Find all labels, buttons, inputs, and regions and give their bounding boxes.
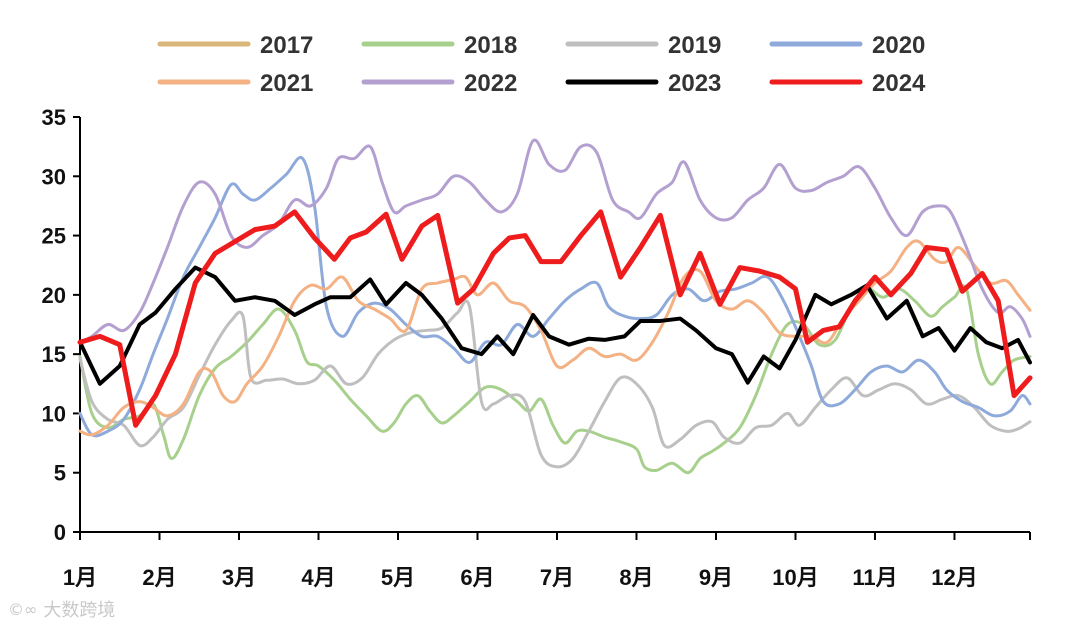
y-tick-label: 5 (54, 461, 66, 486)
x-tick-label: 12月 (931, 565, 977, 590)
legend-label-2019: 2019 (668, 32, 721, 59)
legend-label-2021: 2021 (260, 70, 313, 97)
x-tick-label: 6月 (460, 565, 494, 590)
series-line-2024 (77, 209, 1033, 428)
y-tick-label: 25 (42, 224, 66, 249)
x-tick-label: 4月 (301, 565, 335, 590)
x-tick-label: 3月 (222, 565, 256, 590)
x-tick-label: 10月 (772, 565, 818, 590)
x-tick-label: 1月 (63, 565, 97, 590)
y-tick-label: 35 (42, 105, 66, 130)
legend-label-2024: 2024 (872, 70, 926, 97)
x-tick-label: 2月 (142, 565, 176, 590)
y-tick-label: 30 (42, 164, 66, 189)
axes: 0 5 10 15 20 25 30 35 1月 2月 3月 4月 5月 6月 7月 8月 9月 10月 11月 12… (42, 105, 1031, 590)
legend-label-2018: 2018 (464, 32, 517, 59)
y-tick-label: 10 (42, 401, 66, 426)
x-tick-label: 7月 (540, 565, 574, 590)
series-line-2020 (78, 155, 1032, 438)
legend-label-2022: 2022 (464, 70, 517, 97)
y-tick-label: 0 (54, 520, 66, 545)
series-line-2021 (78, 239, 1032, 437)
legend-label-2020: 2020 (872, 32, 925, 59)
legend-label-2023: 2023 (668, 70, 721, 97)
x-tick-label: 9月 (699, 565, 733, 590)
x-tick-label: 11月 (852, 565, 897, 590)
y-tick-label: 20 (42, 283, 66, 308)
series-line-2022 (78, 138, 1032, 344)
series-layer (77, 138, 1033, 475)
series-line-2019 (78, 299, 1032, 469)
watermark-logo-icon: ©∞ (8, 599, 38, 619)
x-tick-label: 8月 (619, 565, 653, 590)
legend: 2017 2018 2019 2020 2021 2022 2023 2024 (157, 32, 926, 97)
watermark-text: 大数跨境 (43, 600, 116, 621)
series-line-2023 (78, 265, 1032, 386)
series-line-2018 (78, 284, 1032, 475)
x-tick-label: 5月 (381, 565, 415, 590)
y-tick-label: 15 (42, 342, 66, 367)
legend-label-2017: 2017 (260, 32, 313, 59)
watermark: ©∞ 大数跨境 (8, 596, 115, 622)
